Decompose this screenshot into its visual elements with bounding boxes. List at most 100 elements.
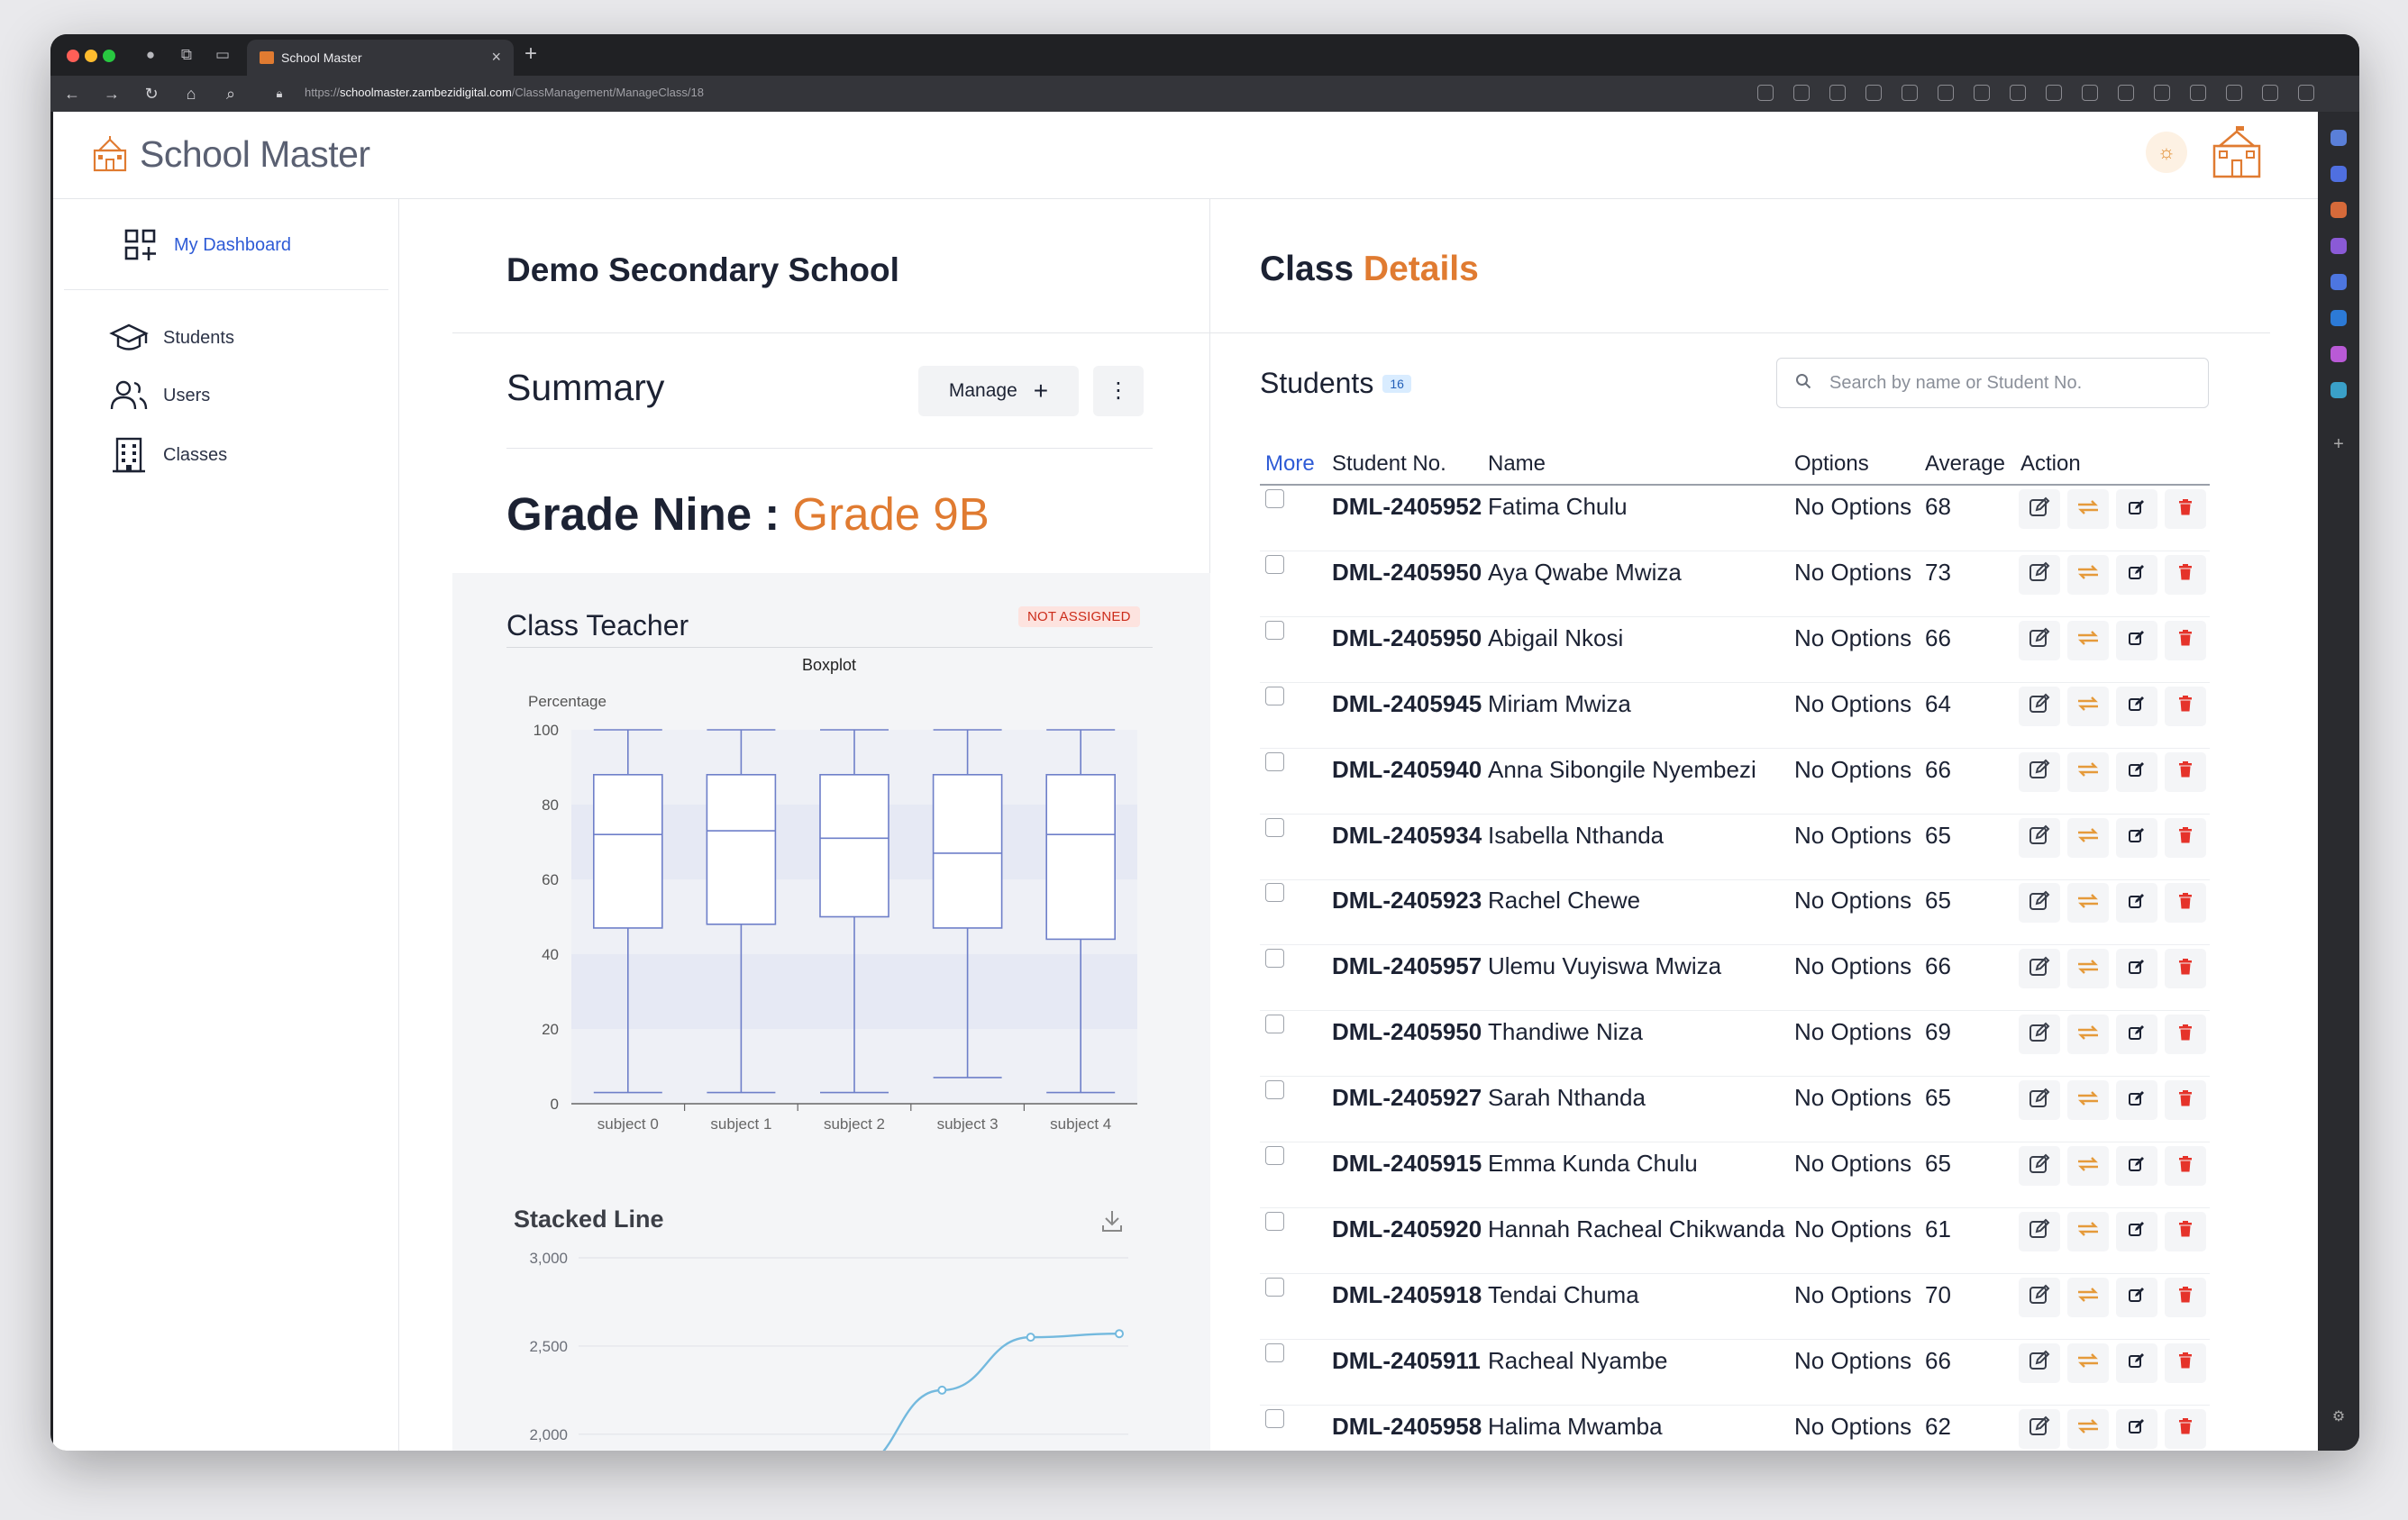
delete-student-button[interactable] <box>2165 817 2206 858</box>
telegram-icon[interactable] <box>2330 382 2347 398</box>
row-checkbox[interactable] <box>1265 1080 1284 1100</box>
browser-tab[interactable]: School Master × <box>247 40 514 76</box>
transfer-student-button[interactable] <box>2067 1080 2109 1121</box>
toolbar-extension-icon[interactable] <box>2010 85 2026 101</box>
search-input[interactable] <box>1829 368 2190 398</box>
edit-student-button[interactable] <box>2019 489 2060 529</box>
toolbar-extension-icon[interactable] <box>1829 85 1846 101</box>
transfer-student-button[interactable] <box>2067 1211 2109 1251</box>
reload-icon[interactable]: ↻ <box>144 85 159 103</box>
toolbar-extension-icon[interactable] <box>2226 85 2242 101</box>
transfer-student-button[interactable] <box>2067 1146 2109 1186</box>
quick-edit-button[interactable] <box>2116 489 2157 529</box>
row-checkbox[interactable] <box>1265 949 1284 969</box>
edit-student-button[interactable] <box>2019 686 2060 726</box>
delete-student-button[interactable] <box>2165 949 2206 989</box>
toolbar-extension-icon[interactable] <box>2154 85 2170 101</box>
edit-student-button[interactable] <box>2019 620 2060 660</box>
outlook-icon[interactable] <box>2330 310 2347 326</box>
edit-student-button[interactable] <box>2019 949 2060 989</box>
row-checkbox[interactable] <box>1265 751 1284 771</box>
transfer-student-button[interactable] <box>2067 489 2109 529</box>
quick-edit-button[interactable] <box>2116 817 2157 858</box>
toolbar-extension-icon[interactable] <box>2190 85 2206 101</box>
more-column-toggle[interactable]: More <box>1265 451 1315 476</box>
quick-edit-button[interactable] <box>2116 620 2157 660</box>
quick-edit-button[interactable] <box>2116 1277 2157 1317</box>
delete-student-button[interactable] <box>2165 1211 2206 1251</box>
transfer-student-button[interactable] <box>2067 1015 2109 1055</box>
edit-student-button[interactable] <box>2019 1277 2060 1317</box>
row-checkbox[interactable] <box>1265 817 1284 837</box>
profile-icon[interactable]: ● <box>145 46 156 63</box>
edit-student-button[interactable] <box>2019 1408 2060 1449</box>
close-tab-icon[interactable]: × <box>491 48 501 66</box>
edit-student-button[interactable] <box>2019 883 2060 924</box>
transfer-student-button[interactable] <box>2067 751 2109 792</box>
transfer-student-button[interactable] <box>2067 1343 2109 1383</box>
edit-student-button[interactable] <box>2019 1080 2060 1121</box>
edit-student-button[interactable] <box>2019 1343 2060 1383</box>
transfer-student-button[interactable] <box>2067 1277 2109 1317</box>
manage-button[interactable]: Manage + <box>918 366 1079 416</box>
toolbar-extension-icon[interactable] <box>1865 85 1882 101</box>
home-icon[interactable]: ⌂ <box>186 85 196 103</box>
search-icon[interactable] <box>2330 130 2347 146</box>
games-icon[interactable] <box>2330 238 2347 254</box>
row-checkbox[interactable] <box>1265 686 1284 705</box>
row-checkbox[interactable] <box>1265 489 1284 508</box>
edit-student-button[interactable] <box>2019 751 2060 792</box>
delete-student-button[interactable] <box>2165 1408 2206 1449</box>
settings-icon[interactable]: ⚙ <box>2331 1409 2346 1424</box>
column-average[interactable]: Average <box>1925 451 2005 476</box>
quick-edit-button[interactable] <box>2116 751 2157 792</box>
quick-edit-button[interactable] <box>2116 883 2157 924</box>
designer-icon[interactable] <box>2330 346 2347 362</box>
row-checkbox[interactable] <box>1265 883 1284 903</box>
toolbar-extension-icon[interactable] <box>1757 85 1774 101</box>
new-tab-icon[interactable]: + <box>524 41 538 66</box>
download-icon[interactable] <box>1102 1211 1122 1232</box>
search-icon[interactable]: ⌕ <box>225 85 236 103</box>
toolbar-extension-icon[interactable] <box>1974 85 1990 101</box>
row-checkbox[interactable] <box>1265 1015 1284 1034</box>
row-checkbox[interactable] <box>1265 1408 1284 1428</box>
sidebar-item-users[interactable]: Users <box>109 379 210 412</box>
transfer-student-button[interactable] <box>2067 554 2109 595</box>
delete-student-button[interactable] <box>2165 883 2206 924</box>
tools-icon[interactable] <box>2330 202 2347 218</box>
quick-edit-button[interactable] <box>2116 1015 2157 1055</box>
column-name[interactable]: Name <box>1488 451 1546 476</box>
delete-student-button[interactable] <box>2165 620 2206 660</box>
minimize-window-dot[interactable] <box>85 50 97 62</box>
copilot-icon[interactable] <box>2330 274 2347 290</box>
quick-edit-button[interactable] <box>2116 554 2157 595</box>
delete-student-button[interactable] <box>2165 686 2206 726</box>
quick-edit-button[interactable] <box>2116 1343 2157 1383</box>
transfer-student-button[interactable] <box>2067 817 2109 858</box>
sidebar-item-dashboard[interactable]: My Dashboard <box>123 228 291 262</box>
row-checkbox[interactable] <box>1265 1211 1284 1231</box>
edit-student-button[interactable] <box>2019 554 2060 595</box>
toolbar-extension-icon[interactable] <box>1938 85 1954 101</box>
column-student-no[interactable]: Student No. <box>1332 451 1446 476</box>
sidebar-item-students[interactable]: Students <box>109 322 234 354</box>
toolbar-extension-icon[interactable] <box>2262 85 2278 101</box>
transfer-student-button[interactable] <box>2067 883 2109 924</box>
brand[interactable]: School Master <box>91 133 370 176</box>
toolbar-extension-icon[interactable] <box>2298 85 2314 101</box>
edit-student-button[interactable] <box>2019 817 2060 858</box>
delete-student-button[interactable] <box>2165 1277 2206 1317</box>
transfer-student-button[interactable] <box>2067 620 2109 660</box>
delete-student-button[interactable] <box>2165 751 2206 792</box>
delete-student-button[interactable] <box>2165 1080 2206 1121</box>
close-window-dot[interactable] <box>67 50 79 62</box>
delete-student-button[interactable] <box>2165 1146 2206 1186</box>
url-field[interactable]: https://schoolmaster.zambezidigital.com/… <box>305 86 704 99</box>
toolbar-extension-icon[interactable] <box>1793 85 1810 101</box>
row-checkbox[interactable] <box>1265 554 1284 574</box>
delete-student-button[interactable] <box>2165 489 2206 529</box>
toolbar-extension-icon[interactable] <box>2082 85 2098 101</box>
quick-edit-button[interactable] <box>2116 1080 2157 1121</box>
quick-edit-button[interactable] <box>2116 949 2157 989</box>
